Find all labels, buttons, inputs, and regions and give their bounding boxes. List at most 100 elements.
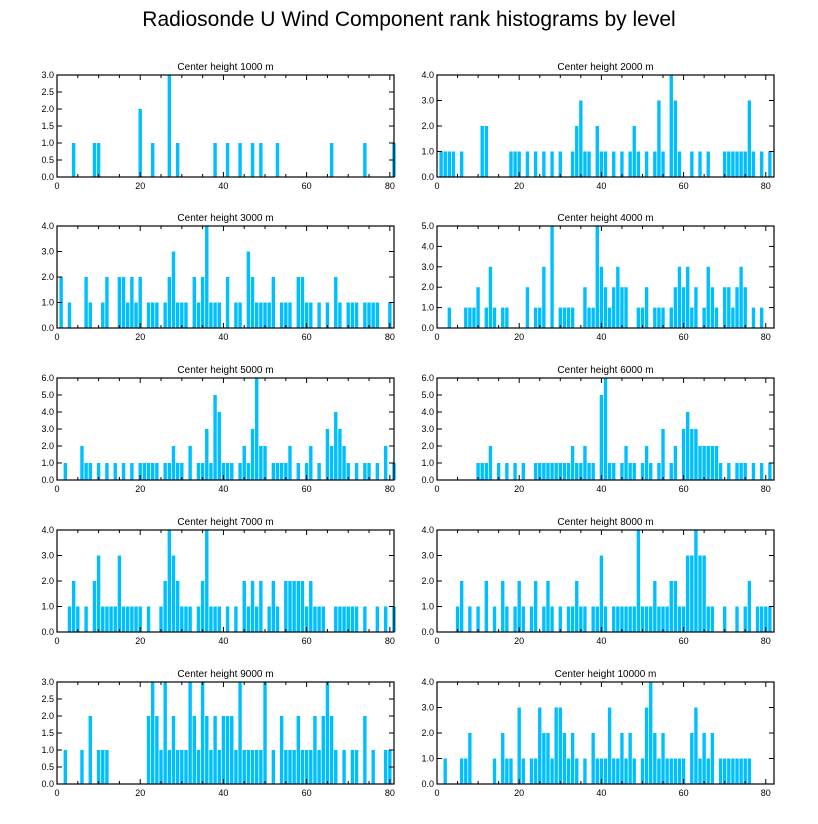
- x-tick-label: 0: [54, 181, 59, 191]
- panel-3: Center height 3000 m 0 20 40 60 80 0.0 1.0 2.0 3.…: [41, 213, 394, 342]
- bar: [698, 446, 702, 480]
- panel-title: Center height 8000 m: [557, 517, 653, 528]
- bar: [718, 463, 723, 480]
- panel-title: Center height 2000 m: [557, 62, 653, 73]
- bar: [694, 287, 698, 328]
- bar: [731, 151, 735, 177]
- bar: [628, 151, 632, 177]
- bar: [607, 307, 612, 328]
- bar: [175, 581, 180, 632]
- bar: [575, 463, 579, 480]
- bar: [84, 463, 88, 480]
- bar: [354, 302, 359, 328]
- bar: [558, 151, 562, 177]
- bar: [599, 266, 604, 328]
- bar: [354, 463, 359, 480]
- bar: [698, 151, 702, 177]
- bar: [698, 758, 702, 784]
- y-tick-label: 0.5: [41, 762, 54, 772]
- bar: [702, 733, 706, 784]
- y-tick-label: 2.5: [41, 694, 54, 704]
- bar: [63, 463, 68, 480]
- bar: [587, 463, 591, 480]
- bar: [346, 606, 350, 632]
- bar: [706, 151, 710, 177]
- bar: [184, 606, 188, 632]
- bar: [661, 307, 665, 328]
- bar: [88, 716, 92, 784]
- bar: [525, 287, 530, 328]
- bar: [661, 429, 665, 480]
- bar: [546, 463, 550, 480]
- y-tick-label: 1.0: [421, 602, 434, 612]
- y-tick-label: 1.5: [41, 121, 54, 131]
- y-tick-label: 0.0: [41, 779, 54, 789]
- bar: [375, 463, 380, 480]
- bar: [747, 758, 752, 784]
- bar: [300, 277, 305, 328]
- bar: [681, 606, 686, 632]
- bar: [250, 429, 255, 480]
- x-tick-label: 80: [761, 636, 771, 646]
- y-tick-label: 0.0: [421, 323, 434, 333]
- bar: [292, 750, 296, 784]
- bar: [735, 463, 739, 480]
- bar: [101, 302, 105, 328]
- bar: [616, 266, 620, 328]
- bar: [350, 302, 355, 328]
- bar: [63, 750, 68, 784]
- bar: [171, 251, 176, 328]
- bar: [616, 606, 620, 632]
- bar: [138, 277, 142, 328]
- bar: [84, 606, 88, 632]
- x-tick-label: 20: [514, 484, 524, 494]
- bar: [562, 307, 567, 328]
- bar: [759, 151, 764, 177]
- bar: [217, 302, 221, 328]
- bar: [657, 463, 661, 480]
- x-tick-label: 40: [596, 181, 606, 191]
- panel-7: Center height 7000 m 0 20 40 60 80 0.0 1.0 2.0 3.…: [41, 517, 396, 646]
- bar: [747, 581, 752, 632]
- bar: [694, 707, 698, 784]
- bar: [375, 302, 380, 328]
- bar: [67, 302, 72, 328]
- bar: [92, 143, 97, 177]
- bar: [296, 581, 301, 632]
- bar: [669, 307, 673, 328]
- bar: [180, 606, 184, 632]
- bar: [346, 463, 350, 480]
- bar: [550, 606, 554, 632]
- bar: [591, 463, 595, 480]
- x-tick-label: 40: [218, 636, 228, 646]
- y-tick-label: 2.5: [41, 87, 54, 97]
- x-tick-label: 80: [385, 636, 395, 646]
- y-tick-label: 5.0: [41, 390, 54, 400]
- bar: [188, 446, 192, 480]
- x-tick-label: 60: [302, 181, 312, 191]
- bar: [150, 302, 155, 328]
- bar: [167, 750, 172, 784]
- bar: [200, 463, 205, 480]
- bar: [459, 581, 464, 632]
- bar: [259, 446, 263, 480]
- x-tick-label: 40: [596, 484, 606, 494]
- bar: [690, 429, 694, 480]
- bar: [155, 716, 159, 784]
- x-tick-label: 60: [679, 332, 689, 342]
- bar: [317, 750, 321, 784]
- bar: [546, 733, 550, 784]
- y-tick-label: 0.0: [421, 172, 434, 182]
- x-tick-label: 20: [135, 332, 145, 342]
- bar: [566, 606, 571, 632]
- y-tick-label: 2.0: [41, 576, 54, 586]
- y-tick-label: 4.0: [421, 70, 434, 80]
- bar: [727, 151, 731, 177]
- bar: [342, 606, 346, 632]
- x-tick-label: 0: [434, 636, 439, 646]
- bar: [533, 307, 538, 328]
- x-tick-label: 20: [135, 636, 145, 646]
- bar: [205, 530, 209, 632]
- bar: [665, 606, 669, 632]
- bar: [334, 412, 338, 480]
